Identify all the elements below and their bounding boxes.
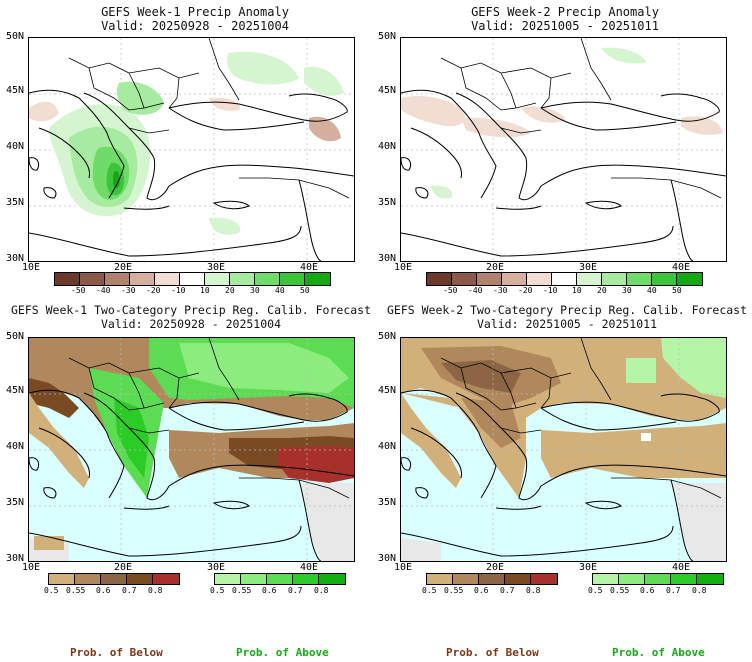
panel3-above-colorbar (214, 573, 346, 585)
week1-prob-land-fill (29, 338, 354, 561)
week2-anomaly (401, 47, 723, 199)
panel2-map (400, 37, 727, 262)
panel1-title: GEFS Week-1 Precip Anomaly Valid: 202509… (101, 5, 289, 33)
panel3-below-colorbar-labels: 0.5 0.55 0.6 0.7 0.8 (44, 586, 163, 595)
panel4-below-colorbar-labels: 0.5 0.55 0.6 0.7 0.8 (422, 586, 541, 595)
panel4-title: GEFS Week-2 Two-Category Precip Reg. Cal… (386, 303, 748, 331)
coastlines (29, 389, 354, 561)
panel3-below-colorbar (48, 573, 180, 585)
footer-below-right: Prob. of Below (446, 646, 539, 659)
panel1-map (28, 37, 355, 262)
panel4-above-colorbar (592, 573, 724, 585)
coastlines (401, 89, 726, 261)
coastlines (401, 389, 726, 561)
footer-above-left: Prob. of Above (236, 646, 329, 659)
panel2-title: GEFS Week-2 Precip Anomaly Valid: 202510… (471, 5, 659, 33)
country-borders (440, 38, 722, 199)
panel2-anomaly-colorbar-labels: -50 -40 -30 -20 -10 10 20 30 40 50 (443, 286, 682, 295)
footer-below-left: Prob. of Below (70, 646, 163, 659)
country-borders (68, 38, 350, 199)
panel3-map (28, 337, 355, 562)
country-borders (440, 338, 722, 499)
panel4-map (400, 337, 727, 562)
panel4-below-colorbar (426, 573, 558, 585)
week1-wet-anomaly (49, 51, 344, 235)
country-borders (68, 338, 350, 499)
panel1-anomaly-colorbar (54, 272, 331, 286)
week2-prob-land-fill (401, 338, 726, 561)
footer-above-right: Prob. of Above (612, 646, 705, 659)
coastlines (29, 89, 354, 261)
panel4-above-colorbar-labels: 0.5 0.55 0.6 0.7 0.8 (588, 586, 707, 595)
panel1-anomaly-colorbar-labels: -50 -40 -30 -20 -10 10 20 30 40 50 (71, 286, 310, 295)
panel3-above-colorbar-labels: 0.5 0.55 0.6 0.7 0.8 (210, 586, 329, 595)
week1-dry-anomaly (29, 97, 341, 142)
panel3-title: GEFS Week-1 Two-Category Precip Reg. Cal… (10, 303, 372, 331)
panel2-anomaly-colorbar (426, 272, 703, 286)
